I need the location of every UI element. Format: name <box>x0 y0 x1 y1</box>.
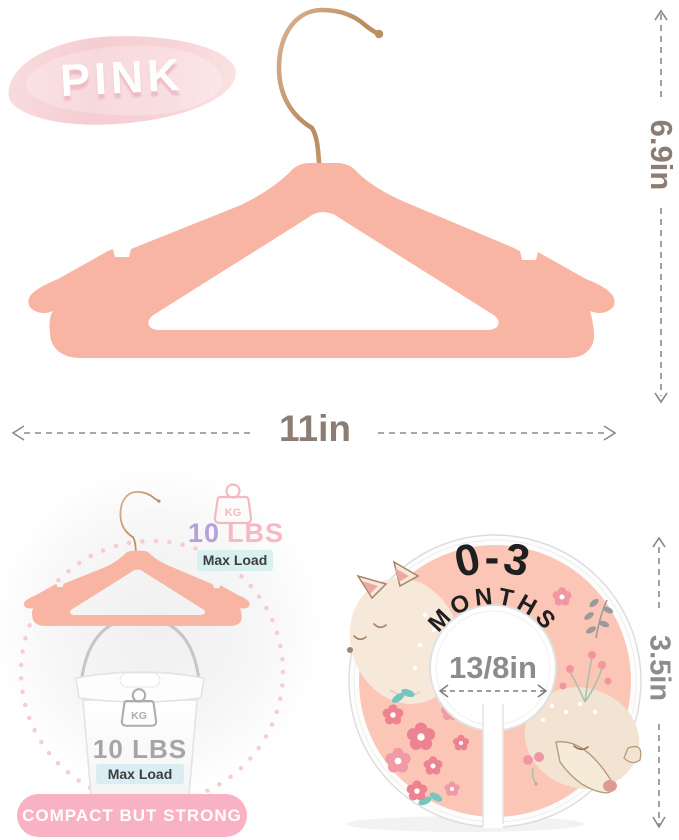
divider-slot <box>482 668 504 828</box>
dimension-lines <box>11 9 668 829</box>
capacity-value: 10 <box>187 518 221 548</box>
dimension-label-width: 11in <box>279 408 351 449</box>
svg-text:KG: KG <box>131 711 147 722</box>
hole-diameter-arrow <box>438 684 548 698</box>
capacity-caption: Max Load <box>197 550 273 571</box>
bucket-capacity-caption: Max Load <box>96 764 184 784</box>
deer-illustration <box>524 687 642 794</box>
hole-diameter-label: 13/8in <box>449 650 537 685</box>
svg-text:KG: KG <box>225 507 242 519</box>
dimension-label-height: 6.9in <box>644 119 679 191</box>
dotted-ring <box>18 538 286 806</box>
product-color-swatch: PINK <box>6 32 238 128</box>
size-divider: 0-3 MONTHS 13/8in <box>345 533 642 832</box>
kg-weight-icon-pink: KG <box>213 483 253 525</box>
flower-cluster <box>382 688 470 806</box>
floral-sprig <box>523 587 614 786</box>
kg-weight-icon: KG <box>120 688 158 727</box>
strength-banner: COMPACT BUT STRONG <box>17 794 247 837</box>
capacity-unit: LBS <box>227 518 285 548</box>
divider-height-label: 3.5in <box>643 634 676 702</box>
bucket-capacity-value: 10 LBS <box>92 734 188 764</box>
divider-age-top: 0-3 <box>450 533 536 587</box>
load-capacity-badge: 10 LBS <box>180 518 292 549</box>
